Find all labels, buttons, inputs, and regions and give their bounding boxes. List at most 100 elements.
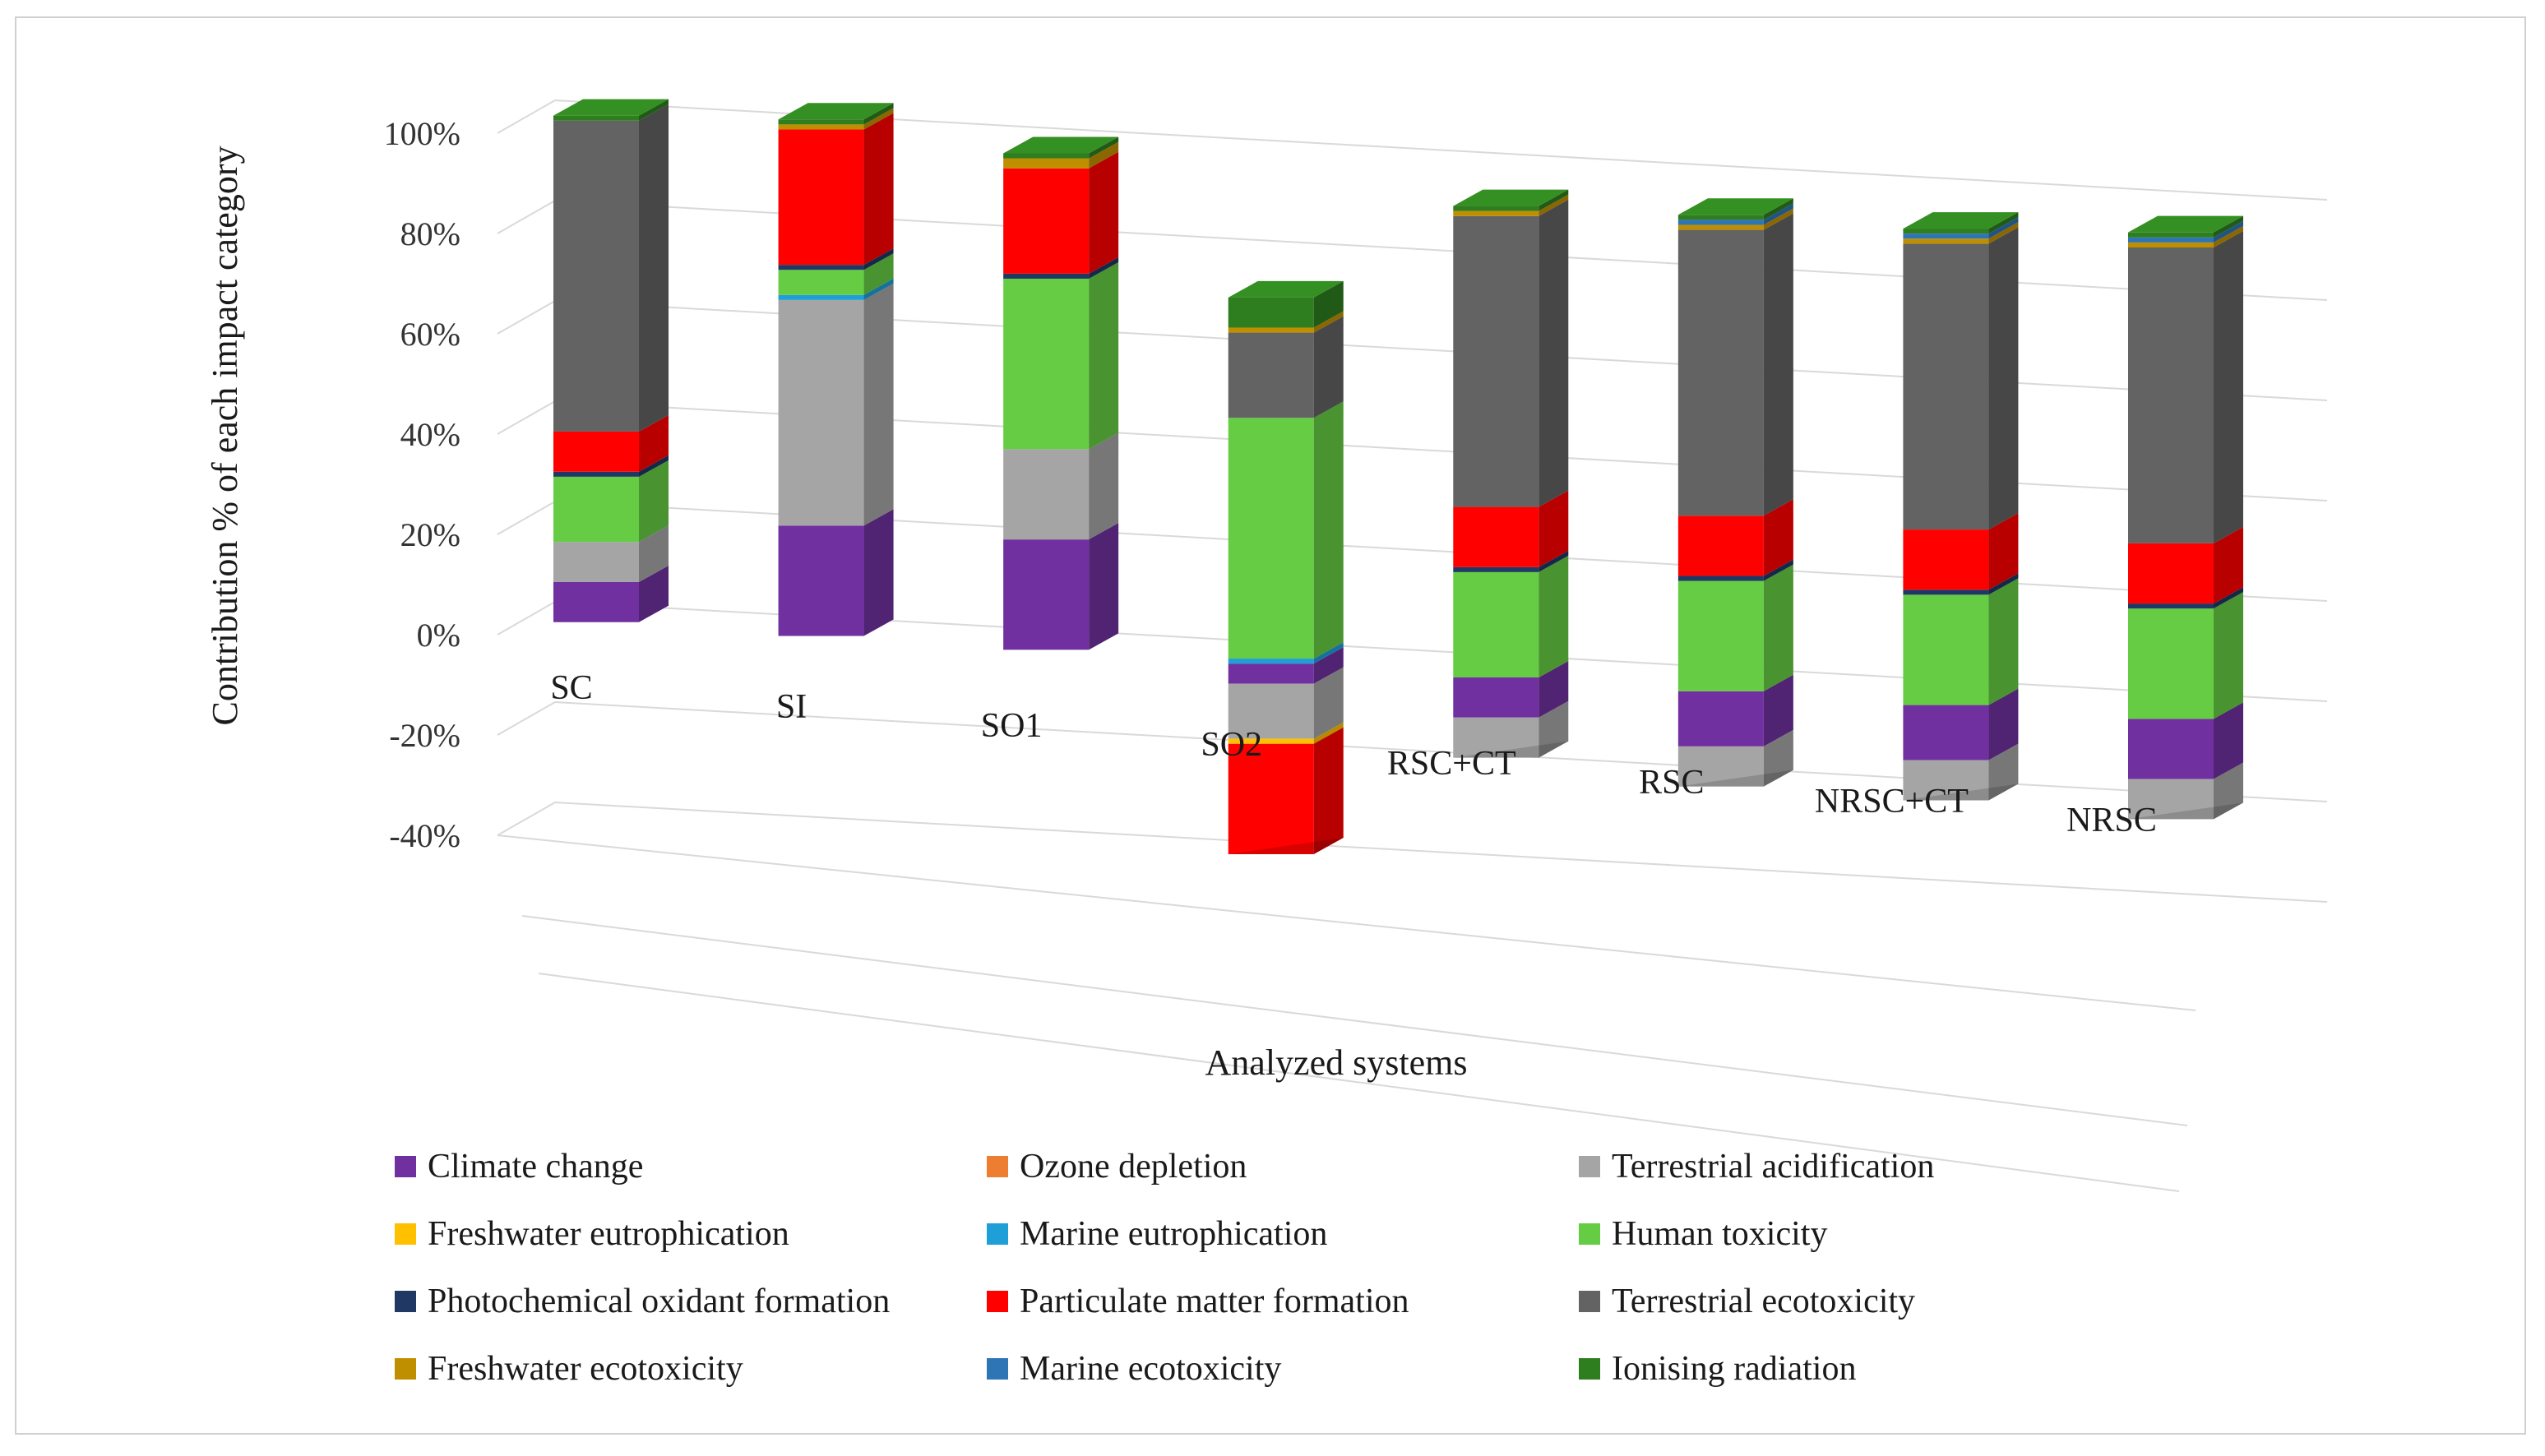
bar-segment <box>2128 247 2214 543</box>
legend-item: Terrestrial acidification <box>1579 1147 1934 1186</box>
legend-swatch <box>987 1156 1008 1177</box>
bar-segment <box>1003 153 1090 159</box>
bar-segment-side <box>2214 592 2243 719</box>
x-tick-label: NRSC+CT <box>1815 783 1969 820</box>
bar-segment-side <box>1313 647 1344 684</box>
bar-segment-side <box>1539 660 1569 718</box>
bar-segment <box>553 120 639 432</box>
bar-segment <box>1453 566 1539 572</box>
bar-segment <box>1228 683 1314 739</box>
bar-segment <box>2128 242 2214 247</box>
bar-segment-side <box>1539 555 1569 677</box>
bar-segment-side <box>639 455 669 477</box>
gridline-side <box>497 400 556 435</box>
bar-segment <box>1228 297 1314 328</box>
bar-segment <box>1228 738 1314 744</box>
y-tick-label: 20% <box>400 516 460 553</box>
bar-segment <box>2128 779 2214 820</box>
bar-bottom <box>1228 837 1344 854</box>
bar-segment <box>1228 743 1314 854</box>
bar-segment <box>2128 608 2214 719</box>
x-tick-label: NRSC <box>2066 802 2157 839</box>
x-tick-label: RSC <box>1639 764 1704 802</box>
bar-segment <box>1677 691 1764 746</box>
bar-segment-side <box>2214 762 2243 820</box>
y-tick-label: 80% <box>400 215 460 252</box>
bar-top <box>1677 198 1793 215</box>
legend-swatch <box>1579 1156 1600 1177</box>
bar-segment <box>1228 332 1314 418</box>
x-tick-label: SC <box>550 669 592 707</box>
bar-segment <box>778 119 864 125</box>
bar-segment-side <box>1988 212 2019 234</box>
gridline-side <box>497 601 556 636</box>
bar-segment-side <box>2214 587 2243 609</box>
bar-top <box>553 99 669 116</box>
bar-segment <box>553 476 639 543</box>
bar-segment-side <box>1089 151 1119 274</box>
bar-segment <box>1677 220 1764 225</box>
bar-segment-side <box>1313 311 1344 333</box>
gridline-side <box>497 99 556 134</box>
bar-segment <box>778 270 864 295</box>
legend-label: Terrestrial acidification <box>1612 1148 1935 1186</box>
bar-segment-side <box>1539 194 1569 216</box>
gridline <box>554 802 2328 903</box>
bar-segment-side <box>1089 432 1119 540</box>
bar-segment-side <box>2214 225 2243 247</box>
bar-segment-side <box>1313 722 1344 744</box>
bar-bottom <box>1677 770 1793 787</box>
bar-segment-side <box>1089 523 1119 650</box>
bar-segment-side <box>2214 215 2243 238</box>
legend-swatch <box>1579 1291 1600 1312</box>
bar-segment <box>1903 589 1989 595</box>
bar-segment <box>1677 215 1764 220</box>
bar-segment <box>1903 529 1989 590</box>
legend-item: Particulate matter formation <box>987 1282 1409 1321</box>
bar-segment-side <box>1988 222 2019 244</box>
legend-swatch <box>1579 1223 1600 1245</box>
bar-segment-side <box>863 108 894 130</box>
bar-segment-side <box>863 283 894 526</box>
bar-segment <box>553 115 639 121</box>
legend-label: Terrestrial ecotoxicity <box>1612 1283 1916 1320</box>
bar-segment <box>1677 580 1764 691</box>
x-tick-label: RSC+CT <box>1387 745 1516 783</box>
bar-segment-side <box>639 414 669 472</box>
bar-segment <box>2128 543 2214 604</box>
bar-segment <box>778 124 864 130</box>
bar-segment-side <box>639 460 669 543</box>
bar-segment-side <box>1313 280 1344 328</box>
bar-top <box>1003 136 1119 154</box>
bar-segment-side <box>1763 203 1793 225</box>
gridline-side <box>497 200 556 234</box>
bar-segment-side <box>1313 316 1344 418</box>
legend-label: Human toxicity <box>1612 1215 1828 1253</box>
bar-segment-side <box>1763 499 1793 576</box>
bar-segment <box>1903 229 1989 234</box>
bar-segment-side <box>863 103 894 125</box>
bar-segment <box>1903 760 1989 801</box>
bar-segment <box>1228 418 1314 659</box>
bar-segment <box>1003 168 1090 274</box>
bar-segment-side <box>1313 727 1344 854</box>
legend-label: Ionising radiation <box>1612 1350 1857 1388</box>
bar-segment <box>778 294 864 300</box>
bar-segment <box>1677 575 1764 581</box>
legend-label: Photochemical oxidant formation <box>428 1283 891 1320</box>
bar-segment <box>1003 273 1090 279</box>
bar-segment-side <box>1539 550 1569 572</box>
legend-item: Photochemical oxidant formation <box>395 1282 890 1321</box>
legend-item: Climate change <box>395 1147 643 1186</box>
bar-segment-side <box>1539 199 1569 507</box>
bar-segment <box>778 299 864 526</box>
bar-bottom <box>1903 783 2019 801</box>
bar-segment <box>1677 224 1764 230</box>
x-tick-label: SO1 <box>981 707 1043 745</box>
bar-segment-side <box>863 253 894 295</box>
bar-segment <box>1228 659 1314 664</box>
legend-swatch <box>1579 1358 1600 1380</box>
legend-item: Freshwater eutrophication <box>395 1214 789 1254</box>
bar-segment <box>1003 449 1090 540</box>
